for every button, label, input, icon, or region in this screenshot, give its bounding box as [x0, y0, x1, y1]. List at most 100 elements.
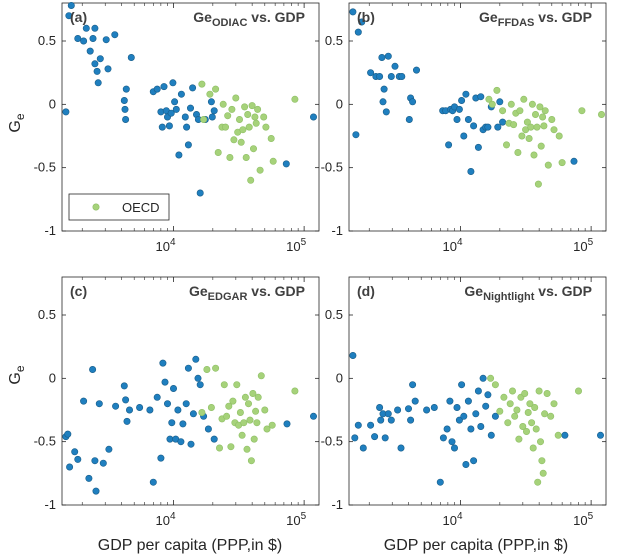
non-oecd-point [67, 1, 75, 10]
non-oecd-point [491, 412, 499, 420]
oecd-point [207, 403, 215, 411]
non-oecd-point [86, 47, 94, 55]
oecd-point [597, 111, 605, 119]
non-oecd-point [153, 393, 161, 401]
non-oecd-point [377, 416, 385, 424]
oecd-point [203, 365, 211, 373]
non-oecd-point [182, 400, 190, 408]
non-oecd-point [80, 37, 88, 45]
non-oecd-point [62, 108, 70, 116]
non-oecd-point [169, 79, 177, 87]
oecd-point [496, 407, 504, 415]
non-oecd-point [65, 12, 73, 20]
panel-a: -1 -0.5 0 0.5 104 105 (a) GeODIAC vs. GDP OECD [34, 1, 320, 254]
non-oecd-point [458, 97, 466, 105]
non-oecd-point [409, 381, 417, 389]
y-tick-label: 0.5 [325, 307, 343, 322]
non-oecd-point [208, 113, 216, 121]
non-oecd-point [127, 53, 135, 61]
non-oecd-point [192, 355, 200, 363]
panel-title: GeEDGAR vs. GDP [189, 283, 305, 303]
non-oecd-point [443, 425, 451, 433]
oecd-point [239, 126, 247, 134]
oecd-point [261, 406, 269, 414]
non-oecd-point [80, 397, 88, 405]
non-oecd-point [423, 406, 431, 414]
non-oecd-point [309, 113, 317, 121]
oecd-point [212, 364, 220, 372]
oecd-point [502, 141, 510, 149]
non-oecd-point [448, 438, 456, 446]
non-oecd-point [189, 410, 197, 418]
non-oecd-point [371, 433, 379, 441]
non-oecd-point [95, 400, 103, 408]
oecd-point [532, 425, 540, 433]
non-oecd-point [309, 412, 317, 420]
non-oecd-point [596, 431, 604, 439]
non-oecd-point [177, 90, 185, 98]
oecd-point [247, 176, 255, 184]
oecd-point [251, 113, 259, 121]
panel-b: -1 -0.5 0 0.5 104 105 (b) GeFFDAS vs. GDP [321, 2, 607, 254]
non-oecd-point [123, 417, 131, 425]
oecd-point [529, 444, 537, 452]
oecd-point [578, 107, 586, 115]
oecd-point [254, 393, 262, 401]
non-oecd-point [391, 62, 399, 70]
oecd-point [528, 419, 536, 427]
oecd-point [227, 443, 235, 451]
oecd-point [491, 381, 499, 389]
non-oecd-point [184, 141, 192, 149]
y-tick-label: 0 [336, 370, 343, 385]
oecd-point [220, 381, 228, 389]
non-oecd-point [89, 365, 97, 373]
non-oecd-point [380, 85, 388, 93]
non-oecd-point [159, 359, 167, 367]
non-oecd-point [104, 65, 112, 73]
oecd-point [506, 400, 514, 408]
non-oecd-point [359, 444, 367, 452]
non-oecd-point [89, 34, 97, 42]
non-oecd-point [460, 132, 468, 140]
non-oecd-point [376, 73, 384, 81]
oecd-point [523, 118, 531, 126]
oecd-point [555, 132, 563, 140]
oecd-point [531, 403, 539, 411]
non-oecd-point [409, 98, 417, 106]
non-oecd-point [460, 412, 468, 420]
oecd-point [236, 116, 244, 124]
oecd-point [558, 159, 566, 167]
x-tick-label: 105 [573, 237, 593, 254]
non-oecd-point [367, 69, 375, 77]
oecd-point [222, 123, 230, 131]
non-oecd-point [122, 396, 130, 404]
non-oecd-point [467, 168, 475, 176]
non-oecd-point [479, 374, 487, 382]
axes-frame [348, 2, 607, 232]
non-oecd-point [436, 478, 444, 486]
y-tick-label: 0 [49, 96, 56, 111]
x-tick-label: 105 [573, 511, 593, 528]
y-tick-label: 0.5 [325, 33, 343, 48]
y-tick-label: -1 [331, 223, 343, 238]
non-oecd-point [439, 434, 447, 442]
non-oecd-point [445, 141, 453, 149]
oecd-point [541, 410, 549, 418]
oecd-point [527, 123, 535, 131]
oecd-point [528, 100, 536, 108]
non-oecd-point [354, 421, 362, 429]
non-oecd-point [352, 131, 360, 139]
non-oecd-point [96, 55, 104, 63]
y-tick-label: -1 [44, 497, 56, 512]
non-oecd-point [283, 420, 291, 428]
oecd-point [540, 122, 548, 130]
y-tick-label: -0.5 [321, 434, 343, 449]
non-oecd-point [146, 406, 154, 414]
oecd-point [534, 180, 542, 188]
oecd-point [236, 408, 244, 416]
non-oecd-point [149, 478, 157, 486]
panel-title: GeFFDAS vs. GDP [479, 9, 592, 29]
non-oecd-point [384, 52, 392, 60]
oecd-point [228, 105, 236, 113]
